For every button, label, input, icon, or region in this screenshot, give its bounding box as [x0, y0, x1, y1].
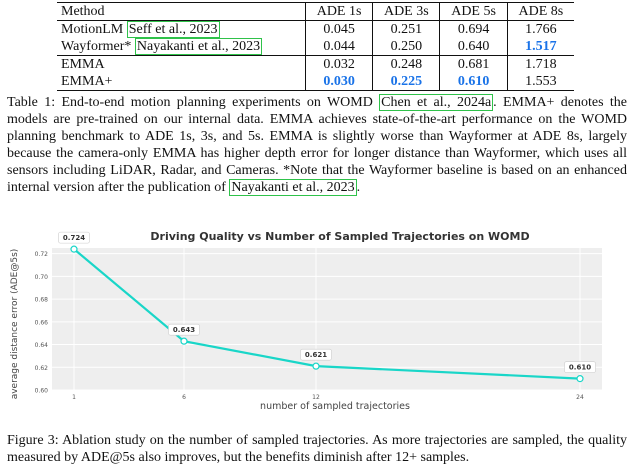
y-axis-label: average distance error (ADE@5s)	[10, 249, 20, 400]
data-points: 0.724 0.643 0.621 0.610	[58, 231, 596, 383]
value-cell: 0.044	[304, 38, 373, 56]
x-tick-label: 12	[312, 394, 320, 401]
value-cell: 0.640	[439, 38, 508, 56]
caption-text: Table 1: End-to-end motion planning expe…	[7, 95, 380, 110]
citation-link[interactable]: Seff et al., 2023	[126, 21, 220, 38]
results-table: Method ADE 1s ADE 3s ADE 5s ADE 8s Motio…	[57, 2, 574, 91]
data-label-box	[168, 323, 200, 336]
value-cell-best: 0.225	[372, 73, 440, 91]
caption-text: . EMMA+ denotes the models are pre-train…	[7, 95, 627, 195]
data-point	[70, 245, 78, 253]
x-tick-label: 1	[72, 394, 76, 401]
value-cell: 1.766	[506, 20, 574, 38]
value-cell-best: 1.517	[506, 38, 574, 56]
chart-svg: 0.60 0.62 0.64 0.66 0.68 0.70 0.72 1 6 12 24 Drivi…	[2, 218, 628, 418]
value-cell: 0.681	[439, 55, 508, 73]
value-cell: 0.032	[304, 55, 373, 73]
chart-title: Driving Quality vs Number of Sampled Tra…	[150, 230, 529, 243]
method-cell: EMMA+	[57, 73, 306, 91]
ticks: 0.60 0.62 0.64 0.66 0.68 0.70 0.72 1 6 12 24	[35, 251, 584, 401]
value-cell: 0.248	[372, 55, 440, 73]
table-row: MotionLM Seff et al., 2023 0.045 0.251 0…	[57, 20, 574, 38]
value-cell: 0.250	[372, 38, 440, 56]
value-cell: 0.045	[304, 20, 373, 38]
header-ade-8s: ADE 8s	[506, 2, 574, 21]
data-label: 0.643	[173, 326, 195, 334]
table-row: EMMA+ 0.030 0.225 0.610 1.553	[57, 73, 574, 91]
x-tick-label: 24	[576, 394, 584, 401]
method-name: MotionLM	[61, 22, 127, 37]
y-tick-label: 0.66	[35, 319, 49, 326]
method-cell: Wayformer* Nayakanti et al., 2023	[57, 38, 306, 56]
data-point	[576, 375, 584, 383]
header-ade-1s: ADE 1s	[304, 2, 373, 21]
method-cell: EMMA	[57, 55, 306, 73]
value-cell: 1.718	[506, 55, 574, 73]
y-tick-label: 0.70	[35, 274, 49, 281]
figure-caption: Figure 3: Ablation study on the number o…	[7, 433, 627, 465]
table-caption: Table 1: End-to-end motion planning expe…	[7, 94, 627, 196]
value-cell: 0.694	[439, 20, 508, 38]
table-row: Wayformer* Nayakanti et al., 2023 0.044 …	[57, 38, 574, 56]
trajectory-chart: 0.60 0.62 0.64 0.66 0.68 0.70 0.72 1 6 12 24 Drivi…	[2, 218, 628, 418]
header-ade-5s: ADE 5s	[439, 2, 508, 21]
data-label: 0.621	[305, 351, 327, 359]
header-ade-3s: ADE 3s	[372, 2, 440, 21]
value-cell-best: 0.610	[439, 73, 508, 91]
data-label-box	[564, 361, 596, 373]
caption-text: .	[356, 180, 361, 195]
method-name: Wayformer*	[61, 39, 135, 54]
y-tick-label: 0.60	[35, 388, 49, 395]
header-method: Method	[57, 2, 306, 21]
y-tick-label: 0.62	[35, 365, 49, 372]
citation-link[interactable]: Nayakanti et al., 2023	[134, 38, 263, 55]
data-label-box	[300, 348, 332, 361]
citation-link[interactable]: Nayakanti et al., 2023	[229, 179, 357, 196]
data-label: 0.610	[569, 364, 591, 372]
citation-link[interactable]: Chen et al., 2024a	[379, 94, 494, 111]
value-cell-best: 0.030	[304, 73, 373, 91]
y-tick-label: 0.68	[35, 297, 49, 304]
table-row: EMMA 0.032 0.248 0.681 1.718	[57, 55, 574, 73]
x-tick-label: 6	[182, 394, 186, 401]
y-tick-label: 0.72	[35, 251, 49, 258]
value-cell: 1.553	[506, 73, 574, 91]
data-label: 0.724	[63, 234, 85, 242]
data-point	[180, 337, 188, 345]
y-tick-label: 0.64	[35, 342, 49, 349]
value-cell: 0.251	[372, 20, 440, 38]
data-point	[312, 362, 320, 370]
plot-area	[52, 248, 602, 390]
method-cell: MotionLM Seff et al., 2023	[57, 20, 306, 38]
data-label-box	[58, 231, 90, 244]
series-line	[73, 248, 581, 380]
x-axis-label: number of sampled trajectories	[260, 401, 410, 412]
